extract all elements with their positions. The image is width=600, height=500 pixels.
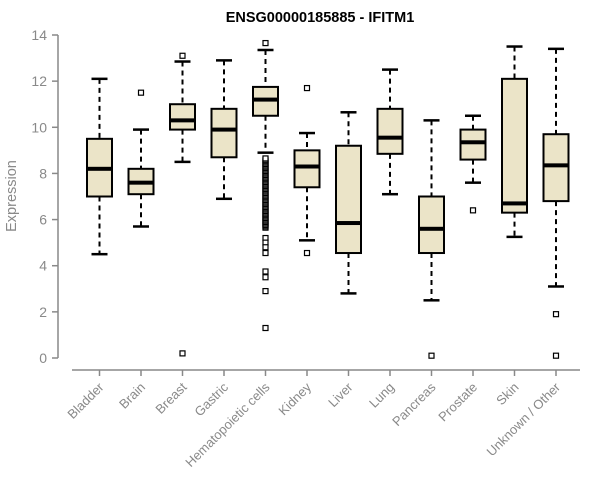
outlier-point-hematopoietic-cells [262,39,269,47]
outlier-point-hematopoietic-cells [262,324,269,332]
category-label: Prostate [435,380,480,425]
outlier-band-point-hematopoietic-cells [262,155,269,162]
box-kidney [293,149,321,189]
y-tick-label: 8 [39,165,47,181]
box-pancreas [418,195,445,255]
y-tick-label: 6 [39,212,47,228]
median-breast [170,118,195,123]
y-tick-label: 10 [31,119,47,135]
y-tick-label: 0 [39,350,47,366]
outlier-point-kidney [303,84,311,92]
median-pancreas [419,226,444,231]
median-kidney [294,164,320,169]
y-tick-label: 4 [39,258,47,274]
outlier-point-prostate [469,207,477,214]
median-liver [336,221,361,226]
box-liver [335,144,362,255]
outlier-point-unknown-other [552,352,560,359]
chart-title: ENSG00000185885 - IFITM1 [226,10,415,26]
outlier-point-breast [179,52,186,59]
outlier-point-hematopoietic-cells [262,268,269,275]
median-skin [502,201,527,206]
category-label: Gastric [191,379,231,419]
median-prostate [460,140,486,145]
category-label: Bladder [64,379,107,422]
outlier-point-hematopoietic-cells [262,274,269,281]
box-skin [501,77,528,214]
outlier-point-hematopoietic-cells [262,244,269,251]
median-lung [377,135,403,140]
outlier-point-breast [179,350,186,357]
category-label: Breast [152,379,189,416]
category-label: Lung [366,380,397,411]
outlier-point-hematopoietic-cells [262,249,269,257]
outlier-point-brain [137,89,145,96]
category-label: Unknown / Other [484,379,564,459]
median-bladder [87,166,112,171]
median-brain [128,180,154,185]
box-prostate [459,128,487,161]
box-lung [376,107,404,155]
category-label: Pancreas [389,379,439,429]
y-axis-title: Expression [4,160,20,232]
outlier-point-pancreas [428,352,435,359]
category-label: Brain [116,380,148,412]
category-label: Kidney [275,379,314,418]
box-unknown-other [542,133,570,203]
y-tick-label: 12 [31,73,47,89]
median-unknown-other [543,163,569,168]
median-gastric [211,127,237,132]
outlier-point-kidney [303,249,311,257]
y-tick-label: 2 [39,304,47,320]
box-breast [169,103,196,131]
box-gastric [210,107,238,159]
category-label: Skin [493,380,521,408]
outlier-point-hematopoietic-cells [262,287,269,295]
y-tick-label: 14 [31,27,47,43]
median-hematopoietic-cells [253,97,278,102]
outlier-point-unknown-other [552,311,560,318]
category-label: Liver [325,379,356,410]
